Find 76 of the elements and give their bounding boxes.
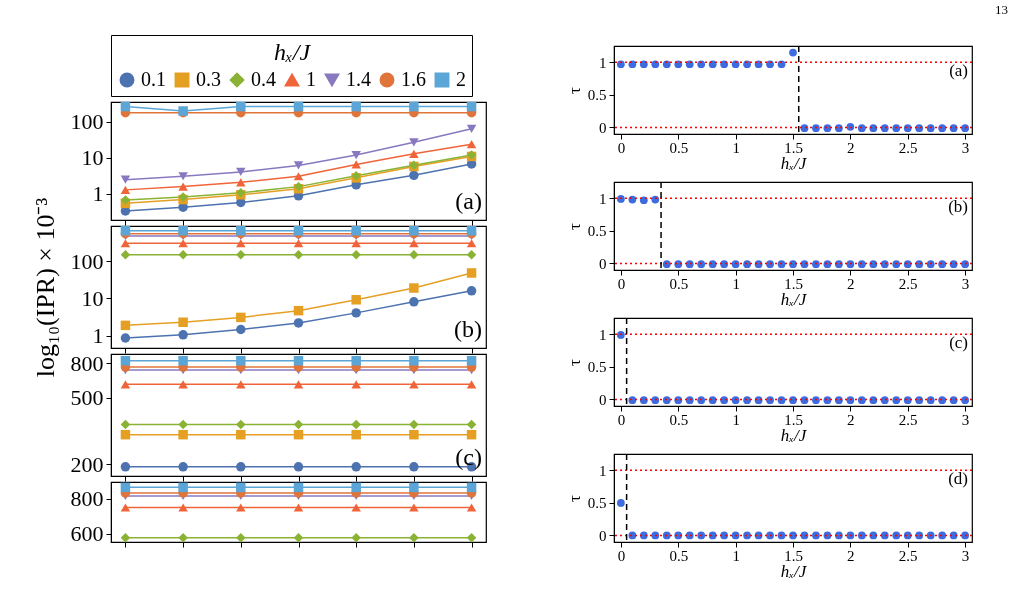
x-tick-label: 1 xyxy=(732,411,740,428)
annotation: (d) xyxy=(948,468,968,488)
x-tick-label: 3 xyxy=(961,411,970,428)
x-tick-label: 3 xyxy=(961,275,970,292)
x-tick-label: 2 xyxy=(847,275,855,292)
legend-label: 0.3 xyxy=(196,68,221,90)
y-axis-title: τ xyxy=(564,494,584,502)
legend-label: 0.4 xyxy=(251,68,276,90)
y-tick-label: 1 xyxy=(599,54,607,71)
y-tick-label: 0.5 xyxy=(587,359,607,376)
x-tick-label: 2 xyxy=(847,411,855,428)
x-axis-title: hₓ/J xyxy=(780,425,808,445)
legend-label: 1.4 xyxy=(346,68,371,90)
y-tick-label: 600 xyxy=(70,521,104,547)
y-axis-title: τ xyxy=(564,222,584,230)
x-tick-label: 3 xyxy=(961,139,970,156)
x-tick-label: 1 xyxy=(732,547,740,564)
annotation: (a) xyxy=(949,60,968,80)
x-tick-label: 1.5 xyxy=(784,275,803,292)
legend-label: 0.1 xyxy=(141,68,166,90)
x-tick-label: 3 xyxy=(961,547,970,564)
legend-label: 2 xyxy=(456,68,466,90)
y-tick-label: 500 xyxy=(70,385,104,411)
x-tick-label: 1.5 xyxy=(784,547,803,564)
x-tick-label: 0 xyxy=(617,547,626,564)
x-tick-label: 0 xyxy=(617,411,626,428)
y-tick-label: 0.5 xyxy=(587,223,607,240)
y-tick-label: 0 xyxy=(599,527,607,544)
y-tick-label: 0.5 xyxy=(587,495,607,512)
legend-title: hₓ/J xyxy=(273,39,312,65)
x-tick-label: 0.5 xyxy=(669,275,689,292)
x-tick-label: 2.5 xyxy=(898,275,918,292)
x-tick-label: 2 xyxy=(847,547,855,564)
y-tick-label: 0 xyxy=(599,119,607,136)
x-tick-label: 0.5 xyxy=(669,411,689,428)
y-tick-label: 1 xyxy=(599,326,607,343)
y-axis-title: τ xyxy=(564,86,584,94)
y-tick-label: 10 xyxy=(81,285,104,311)
x-tick-label: 0 xyxy=(617,275,626,292)
text: 13 xyxy=(995,2,1008,17)
y-tick-label: 1 xyxy=(92,181,104,207)
annotation: (b) xyxy=(454,316,482,342)
x-tick-label: 0.5 xyxy=(669,139,689,156)
x-tick-label: 1 xyxy=(732,275,740,292)
x-tick-label: 1.5 xyxy=(784,139,803,156)
x-axis-title: hₓ/J xyxy=(780,153,808,173)
y-axis-title: log₁₀(IPR) × 10⁻³ xyxy=(30,197,60,378)
x-axis-title: hₓ/J xyxy=(780,289,808,309)
x-tick-label: 1 xyxy=(732,139,740,156)
x-tick-label: 0 xyxy=(617,139,626,156)
x-tick-label: 2.5 xyxy=(898,139,918,156)
x-tick-label: 2.5 xyxy=(898,547,918,564)
y-tick-label: 1 xyxy=(599,190,607,207)
y-tick-label: 1 xyxy=(92,323,104,349)
y-axis-title: τ xyxy=(564,358,584,366)
x-tick-label: 1.5 xyxy=(784,411,803,428)
y-tick-label: 200 xyxy=(70,451,104,477)
y-tick-label: 100 xyxy=(70,109,104,135)
y-tick-label: 100 xyxy=(70,248,104,274)
y-tick-label: 800 xyxy=(70,350,104,376)
y-tick-label: 800 xyxy=(70,486,104,512)
y-tick-label: 1 xyxy=(599,462,607,479)
x-tick-label: 2 xyxy=(847,139,855,156)
x-tick-label: 0.5 xyxy=(669,547,689,564)
y-tick-label: 0 xyxy=(599,255,607,272)
annotation: (c) xyxy=(455,444,482,470)
x-axis-title: hₓ/J xyxy=(780,561,808,581)
y-tick-label: 10 xyxy=(81,145,104,171)
y-tick-label: 0.5 xyxy=(587,87,607,104)
x-tick-label: 2.5 xyxy=(898,411,918,428)
legend-label: 1 xyxy=(306,68,316,90)
annotation: (b) xyxy=(948,196,968,216)
y-tick-label: 0 xyxy=(599,391,607,408)
legend-label: 1.6 xyxy=(401,68,426,90)
annotation: (a) xyxy=(455,188,482,214)
annotation: (c) xyxy=(949,332,968,352)
